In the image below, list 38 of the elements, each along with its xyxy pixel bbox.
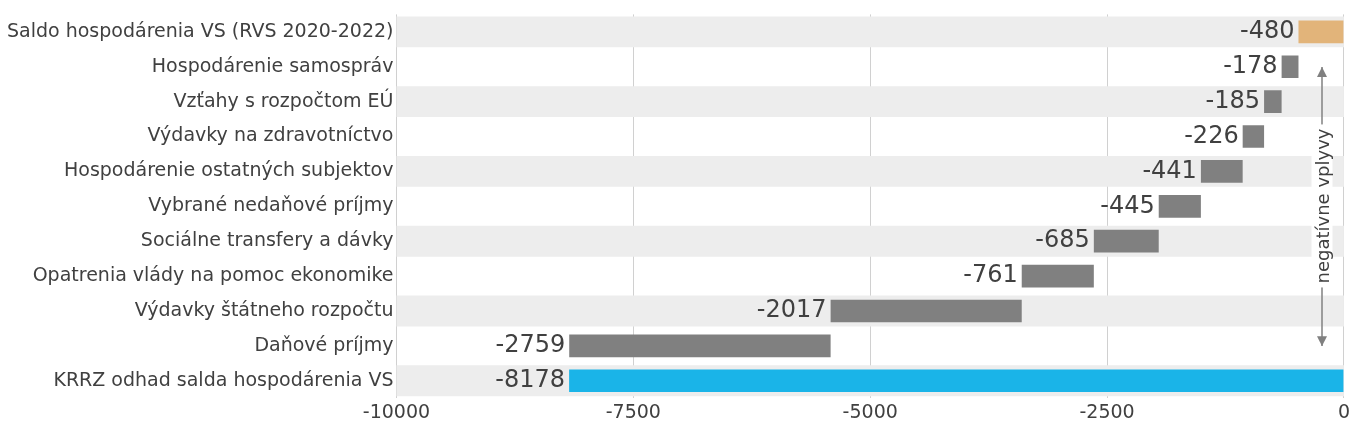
y-tick-label: Opatrenia vlády na pomoc ekonomike (32, 263, 394, 286)
bar (1158, 194, 1201, 218)
bar (1021, 264, 1094, 288)
data-label: -2017 (756, 295, 827, 324)
y-tick-label: Hospodárenie ostatných subjektov (63, 158, 394, 181)
x-tick-label: -5000 (842, 399, 898, 422)
x-tick-label: -10000 (362, 399, 431, 422)
bar (569, 334, 831, 358)
x-tick-label: -2500 (1079, 399, 1135, 422)
y-tick-label: Výdavky na zdravotníctvo (147, 123, 394, 146)
y-tick-label: Hospodárenie samospráv (151, 53, 394, 76)
data-label: -480 (1240, 16, 1295, 45)
y-tick-label: Výdavky štátneho rozpočtu (134, 297, 394, 320)
bar (1200, 160, 1243, 183)
data-label: -226 (1184, 120, 1239, 149)
y-tick-label: KRRZ odhad salda hospodárenia VS (53, 367, 394, 390)
bar (1242, 125, 1265, 148)
y-tick-label: Saldo hospodárenia VS (RVS 2020-2022) (6, 18, 394, 41)
data-label: -8178 (495, 364, 566, 393)
y-tick-label: Daňové príjmy (254, 332, 394, 355)
y-tick-label: Vzťahy s rozpočtom EÚ (173, 87, 394, 111)
data-label: -185 (1205, 85, 1261, 114)
y-tick-label: Sociálne transfery a dávky (140, 228, 394, 251)
bar (1264, 90, 1282, 113)
bar (1281, 55, 1299, 79)
y-tick-label: Vybrané nedaňové príjmy (148, 193, 394, 216)
data-label: -441 (1142, 155, 1197, 184)
x-tick-label: 0 (1337, 399, 1350, 422)
data-label: -761 (963, 260, 1018, 289)
annotation: negatívne vplyvy (1311, 124, 1333, 288)
bar (1298, 20, 1344, 44)
bar (830, 299, 1022, 323)
data-label: -178 (1223, 50, 1278, 79)
data-label: -445 (1100, 190, 1155, 219)
data-label: -685 (1035, 225, 1090, 254)
bar (1093, 229, 1159, 253)
data-label: -2759 (495, 330, 566, 359)
x-tick-label: -7500 (605, 399, 661, 422)
